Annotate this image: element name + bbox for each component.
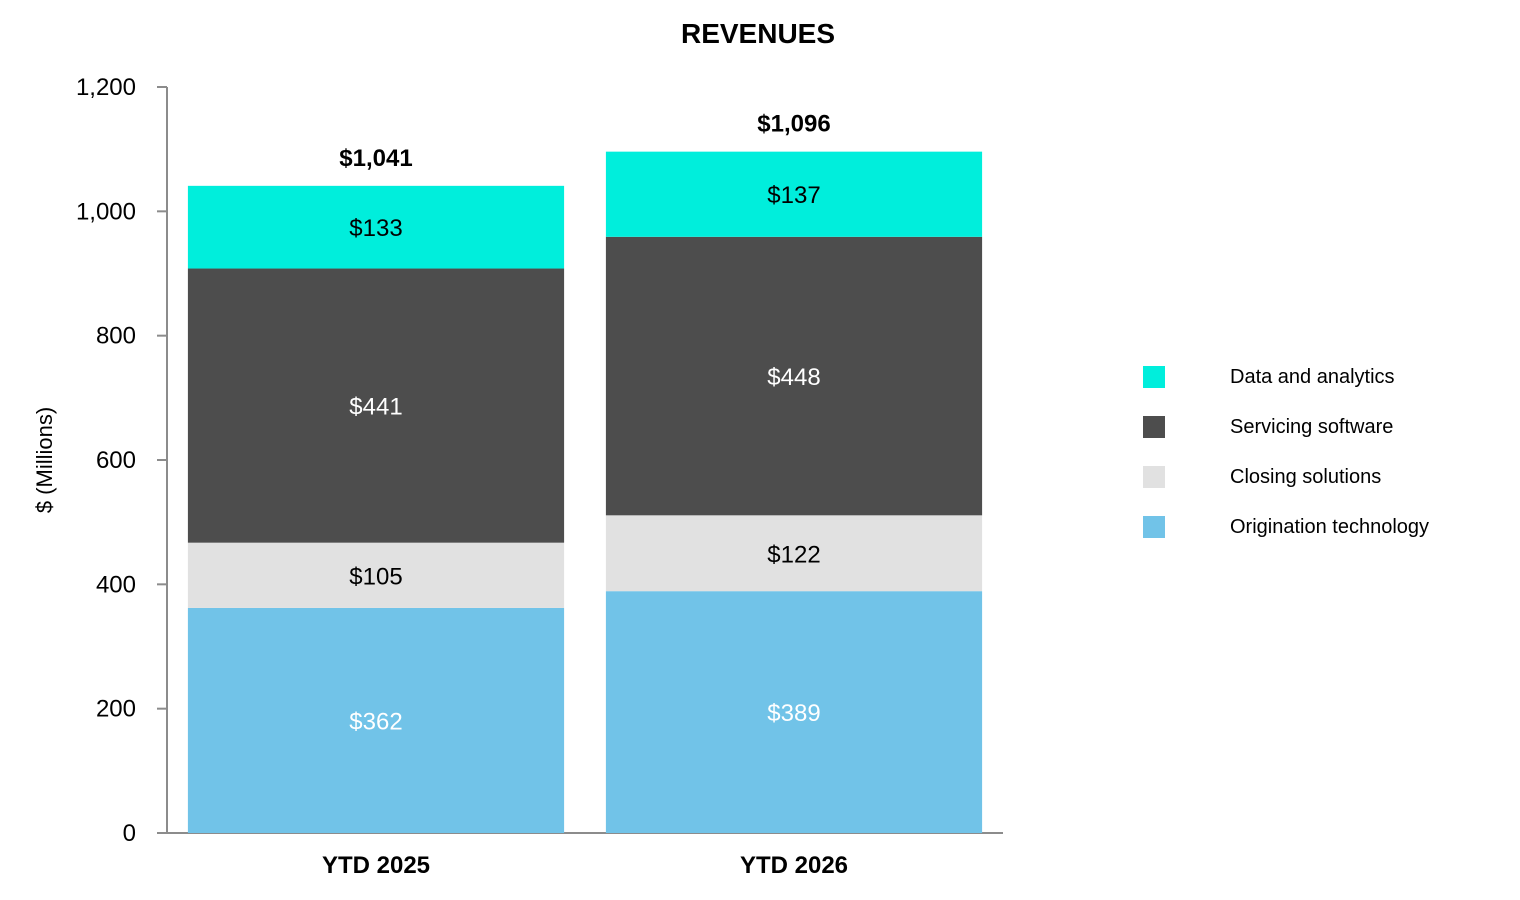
y-tick-label: 200 bbox=[96, 696, 136, 723]
legend-item: Servicing software bbox=[1143, 416, 1483, 438]
bars: $362 $105 $441 $133 $1,041 $389 $122 $448 $137 $1… bbox=[187, 111, 983, 833]
legend-item: Closing solutions bbox=[1143, 466, 1483, 488]
x-tick-label: YTD 2026 bbox=[740, 852, 848, 879]
legend-label: Origination technology bbox=[1230, 516, 1430, 538]
data-label: $122 bbox=[767, 541, 820, 568]
bar-segment bbox=[605, 151, 983, 237]
legend-label: Closing solutions bbox=[1230, 466, 1382, 488]
y-tick-label: 600 bbox=[96, 447, 136, 474]
bar-segment bbox=[605, 515, 983, 592]
data-label: $105 bbox=[349, 563, 402, 590]
legend-label: Servicing software bbox=[1230, 416, 1394, 438]
legend-swatch bbox=[1143, 366, 1165, 388]
legend-item: Origination technology bbox=[1143, 516, 1483, 538]
y-tick-label: 0 bbox=[123, 820, 136, 847]
data-label: $448 bbox=[767, 364, 820, 391]
bar-segment bbox=[605, 591, 983, 833]
legend-item: Data and analytics bbox=[1143, 366, 1483, 388]
y-tick-label: 400 bbox=[96, 571, 136, 598]
bar-segment bbox=[187, 542, 565, 608]
legend-swatch bbox=[1143, 416, 1165, 438]
data-label: $137 bbox=[767, 182, 820, 209]
legend-swatch bbox=[1143, 466, 1165, 488]
total-label: $1,096 bbox=[757, 111, 830, 138]
legend-label: Data and analytics bbox=[1230, 366, 1395, 388]
x-axis-labels: YTD 2025 YTD 2026 bbox=[322, 852, 848, 879]
y-tick-label: 1,000 bbox=[76, 198, 136, 225]
data-label: $362 bbox=[349, 708, 402, 735]
chart-title: REVENUES bbox=[681, 18, 835, 49]
y-ticks: 0 200 400 600 800 1,000 1,200 bbox=[76, 74, 167, 847]
bar-segment bbox=[187, 185, 565, 269]
data-label: $133 bbox=[349, 215, 402, 242]
data-label: $389 bbox=[767, 700, 820, 727]
legend-swatch bbox=[1143, 516, 1165, 538]
x-tick-label: YTD 2025 bbox=[322, 852, 430, 879]
y-tick-label: 800 bbox=[96, 323, 136, 350]
y-tick-label: 1,200 bbox=[76, 74, 136, 101]
total-label: $1,041 bbox=[339, 145, 412, 172]
data-label: $441 bbox=[349, 394, 402, 421]
bar-segment bbox=[605, 236, 983, 516]
bar-segment bbox=[187, 268, 565, 543]
bar-segment bbox=[187, 607, 565, 833]
y-axis-title: $ (Millions) bbox=[32, 407, 57, 513]
